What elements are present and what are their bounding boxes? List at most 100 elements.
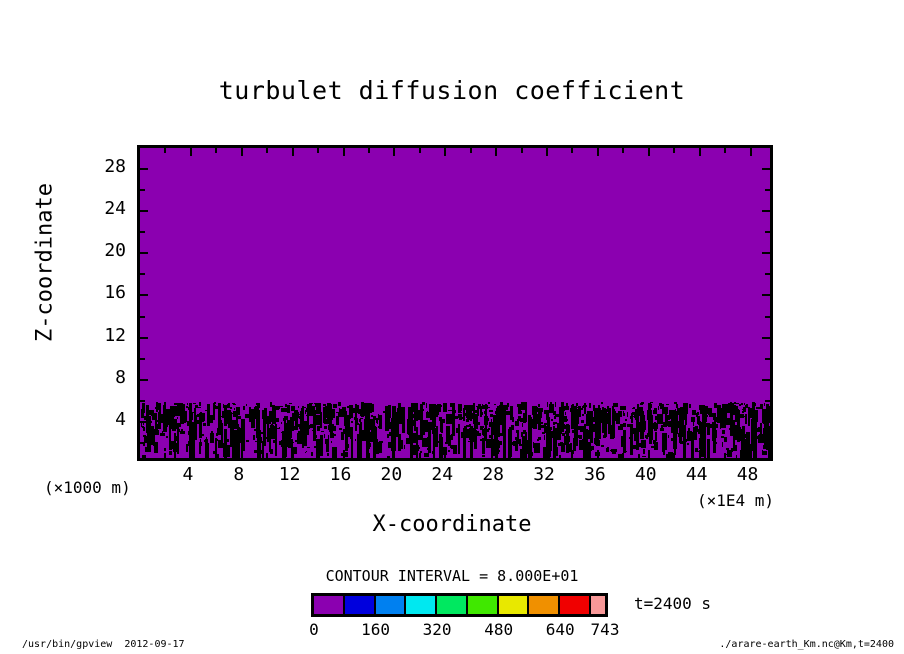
x-axis-tick bbox=[215, 453, 218, 458]
contour-line-segment bbox=[538, 404, 541, 408]
contour-line-segment bbox=[376, 422, 379, 425]
contour-line-segment bbox=[567, 424, 569, 429]
contour-line-segment bbox=[351, 420, 354, 423]
contour-line-segment bbox=[435, 429, 439, 432]
contour-line-segment bbox=[704, 419, 707, 424]
contour-line-segment bbox=[704, 415, 707, 418]
contour-line-segment bbox=[703, 433, 706, 439]
contour-line-segment bbox=[253, 410, 258, 420]
contour-line-segment bbox=[698, 437, 703, 443]
contour-line-segment bbox=[282, 436, 285, 441]
page-title: turbulet diffusion coefficient bbox=[218, 76, 686, 105]
contour-line-segment bbox=[356, 407, 360, 410]
contour-line-segment bbox=[496, 407, 500, 412]
contour-line-segment bbox=[216, 428, 223, 435]
y-axis-tick bbox=[140, 441, 145, 444]
contour-line-segment bbox=[206, 408, 209, 412]
contour-line-segment bbox=[702, 450, 705, 455]
contour-line-segment bbox=[398, 418, 402, 423]
contour-line-segment bbox=[262, 420, 266, 424]
contour-line-segment bbox=[734, 425, 738, 429]
contour-line-segment bbox=[576, 415, 579, 418]
contour-line-segment bbox=[331, 424, 335, 431]
contour-line-segment bbox=[541, 413, 543, 417]
colorbar-tick-label: 160 bbox=[361, 620, 390, 639]
contour-line-segment bbox=[328, 419, 331, 424]
contour-line-segment bbox=[691, 416, 695, 422]
contour-line-segment bbox=[649, 402, 654, 404]
x-axis-tick bbox=[418, 148, 421, 153]
y-axis-tick bbox=[140, 357, 145, 360]
contour-line-segment bbox=[469, 412, 474, 419]
contour-line-segment bbox=[275, 424, 278, 456]
contour-line-segment bbox=[580, 419, 585, 424]
contour-line-segment bbox=[748, 407, 750, 412]
contour-line-segment bbox=[323, 434, 325, 439]
contour-line-segment bbox=[622, 413, 625, 416]
contour-line-segment bbox=[432, 404, 436, 428]
contour-line-segment bbox=[350, 428, 354, 439]
x-axis-tick bbox=[749, 450, 752, 458]
plot-area bbox=[137, 145, 773, 461]
contour-line-segment bbox=[223, 428, 227, 458]
contour-line-segment bbox=[654, 407, 658, 414]
y-axis-tick bbox=[140, 399, 145, 402]
contour-line-segment bbox=[637, 453, 640, 458]
contour-line-segment bbox=[543, 435, 545, 440]
contour-line-segment bbox=[151, 413, 157, 421]
contour-line-segment bbox=[549, 404, 555, 409]
contour-line-segment bbox=[526, 444, 532, 452]
contour-line-segment bbox=[450, 402, 453, 405]
contour-line-segment bbox=[751, 411, 758, 419]
x-axis-tick bbox=[571, 453, 574, 458]
y-axis-tick bbox=[765, 273, 770, 276]
contour-line-segment bbox=[181, 420, 184, 425]
contour-line-segment bbox=[307, 404, 310, 417]
y-axis-tick-label: 28 bbox=[104, 156, 126, 178]
contour-line-segment bbox=[169, 408, 174, 412]
contour-line-segment bbox=[719, 425, 721, 429]
contour-line-segment bbox=[457, 423, 461, 454]
contour-line-segment bbox=[734, 419, 737, 422]
contour-line-segment bbox=[745, 403, 748, 407]
contour-line-segment bbox=[763, 408, 769, 417]
contour-line-segment bbox=[349, 427, 353, 430]
x-axis-tick bbox=[189, 148, 192, 156]
contour-line-segment bbox=[342, 428, 346, 434]
contour-line-segment bbox=[398, 433, 401, 451]
colorbar-segment bbox=[375, 596, 407, 614]
contour-line-segment bbox=[733, 426, 736, 434]
contour-line-segment bbox=[165, 435, 168, 439]
contour-line-segment bbox=[345, 426, 350, 431]
contour-line-segment bbox=[554, 428, 558, 446]
contour-line-segment bbox=[231, 420, 237, 430]
x-axis-tick bbox=[444, 148, 447, 156]
contour-line-segment bbox=[650, 403, 652, 408]
contour-line-segment bbox=[385, 419, 390, 431]
contour-line-segment bbox=[665, 403, 669, 406]
x-axis-tick bbox=[495, 148, 498, 156]
contour-line-segment bbox=[601, 402, 603, 405]
contour-line-segment bbox=[281, 407, 288, 413]
contour-line-segment bbox=[502, 428, 505, 434]
contour-line-segment bbox=[362, 408, 366, 411]
contour-line-segment bbox=[620, 405, 623, 408]
contour-line-segment bbox=[319, 411, 323, 428]
contour-line-segment bbox=[146, 424, 150, 436]
contour-line-segment bbox=[323, 426, 327, 430]
contour-line-segment bbox=[155, 419, 158, 424]
contour-line-segment bbox=[426, 410, 429, 414]
contour-line-segment bbox=[693, 427, 698, 433]
contour-line-segment bbox=[298, 415, 302, 417]
contour-line-segment bbox=[494, 431, 497, 445]
contour-line-segment bbox=[597, 408, 602, 411]
contour-line-segment bbox=[575, 406, 579, 409]
contour-line-segment bbox=[439, 418, 444, 433]
contour-line-segment bbox=[181, 404, 185, 421]
x-axis-tick bbox=[724, 148, 727, 153]
contour-line-segment bbox=[245, 413, 251, 419]
contour-line-segment bbox=[344, 420, 349, 451]
contour-line-segment bbox=[144, 415, 148, 420]
contour-line-segment bbox=[521, 402, 527, 410]
x-axis-tick bbox=[317, 453, 320, 458]
